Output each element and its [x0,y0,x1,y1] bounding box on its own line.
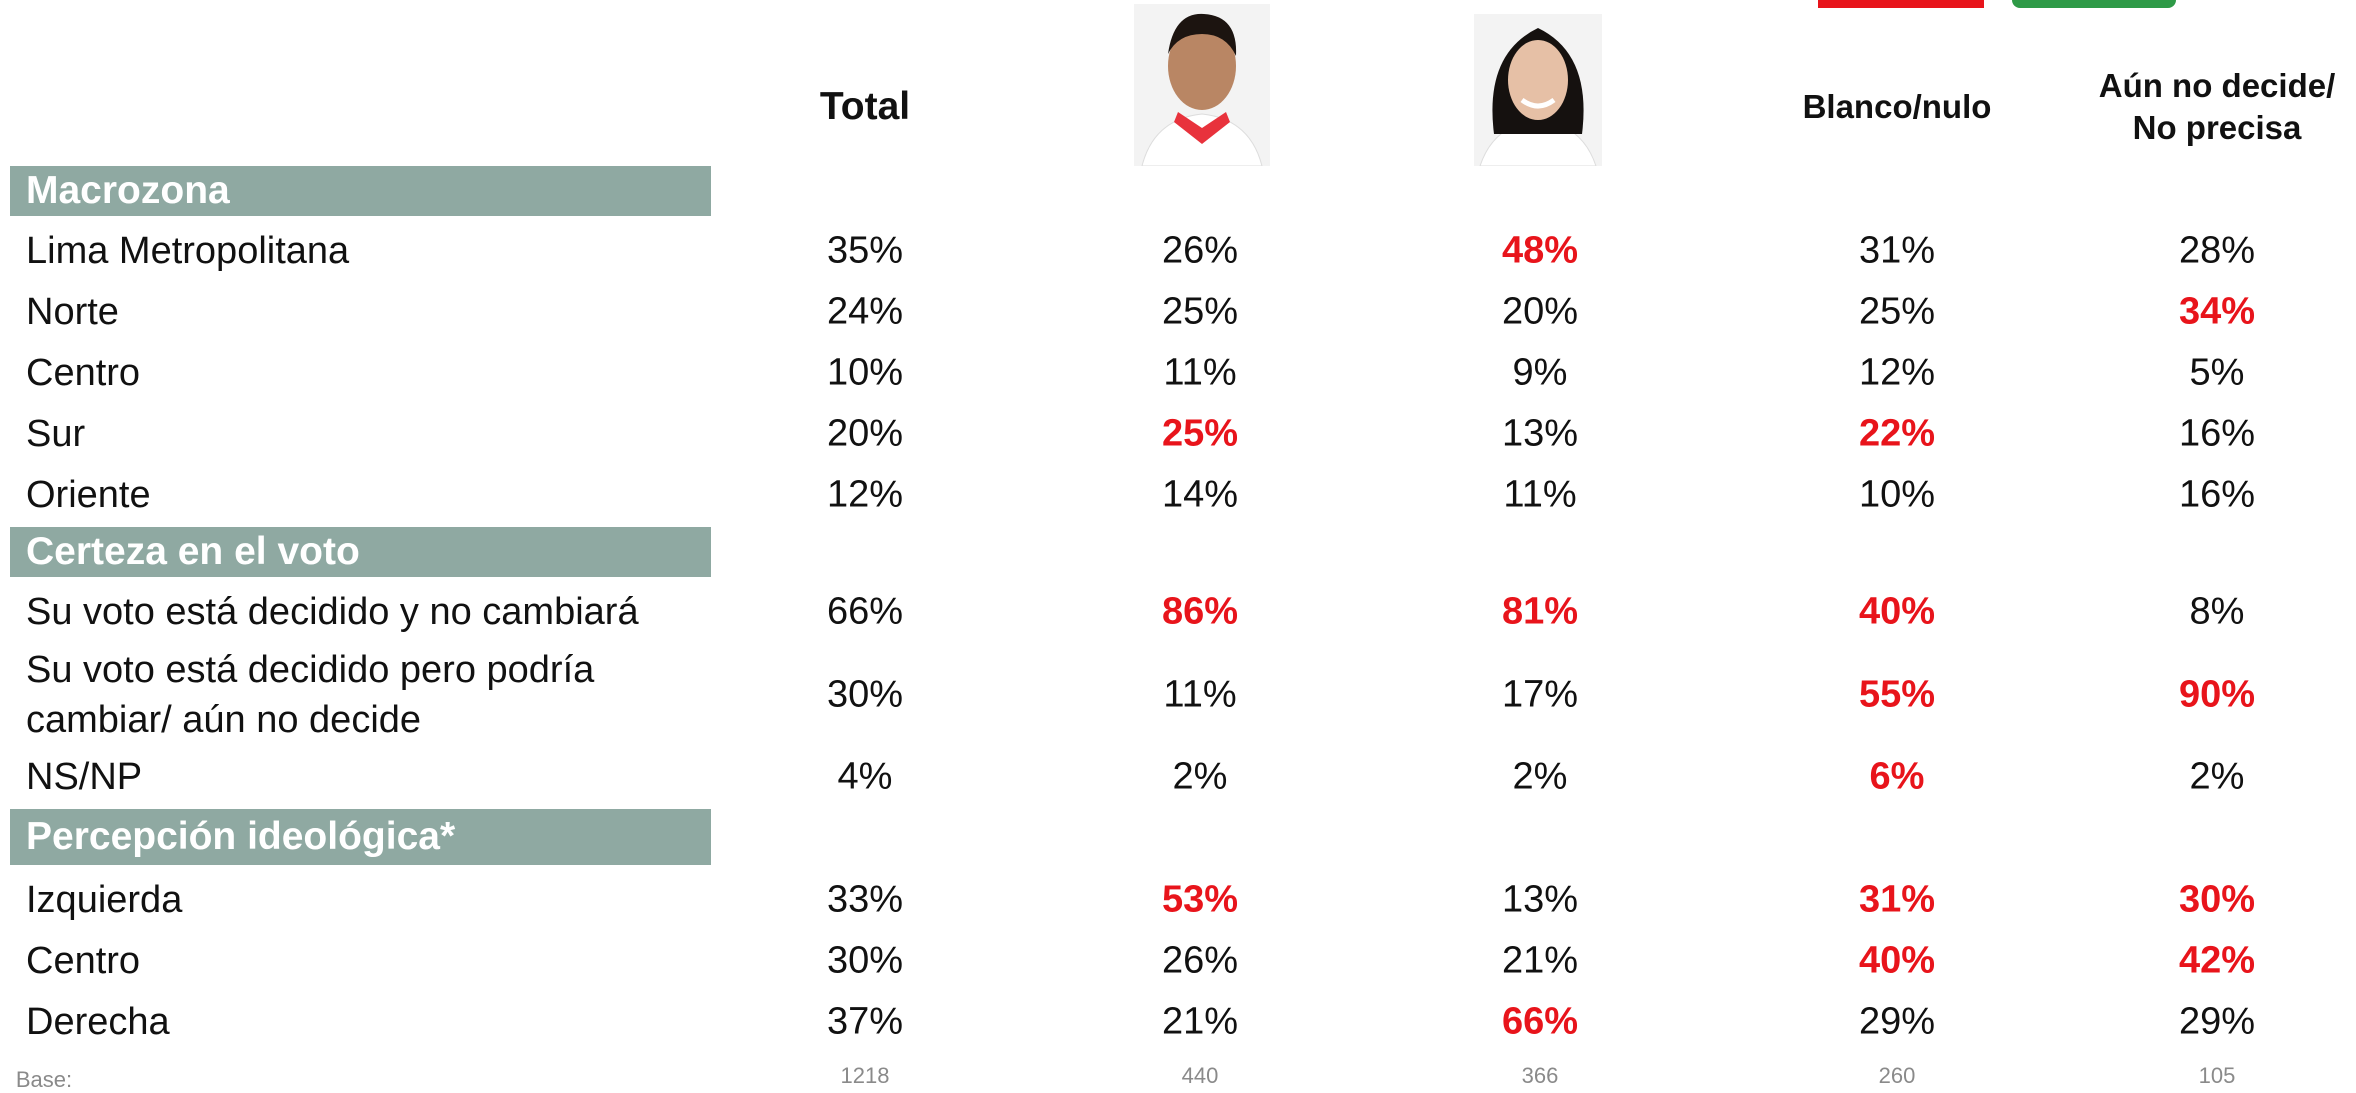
column-header: Aún no decide/ No precisa [2098,67,2336,146]
cell-value: 5% [2189,351,2245,394]
cell-value: 13% [1501,878,1579,921]
cell-value: 30% [2178,878,2256,921]
cell-value: 12% [826,473,904,516]
cell-value: 26% [1161,229,1239,272]
base-value: 260 [1878,1063,1916,1088]
cell-value: 40% [1858,590,1936,633]
base-value: 440 [1181,1063,1219,1088]
row-label: Oriente [26,474,151,516]
section-header: Percepción ideológica* [10,809,711,865]
cell-value: 2% [2189,755,2245,798]
row-label: Centro [26,352,141,394]
cell-value: 31% [1858,878,1936,921]
cell-value: 16% [2178,473,2256,516]
cell-value: 9% [1512,351,1568,394]
cell-value: 17% [1501,673,1579,716]
candidate-photo-2 [1474,14,1602,166]
cell-value: 22% [1858,412,1936,455]
cell-value: 37% [826,1000,904,1043]
cell-value: 25% [1858,290,1936,333]
cell-value: 10% [1858,473,1936,516]
cell-value: 16% [2178,412,2256,455]
cell-value: 10% [826,351,904,394]
row-label: Centro [26,940,141,982]
cell-value: 21% [1501,939,1579,982]
base-value: 105 [2198,1063,2236,1088]
cell-value: 66% [1501,1000,1579,1043]
cell-value: 31% [1858,229,1936,272]
cell-value: 90% [2178,673,2256,716]
cell-value: 14% [1161,473,1239,516]
cell-value: 81% [1501,590,1579,633]
cell-value: 2% [1172,755,1228,798]
cell-value: 11% [1163,673,1237,716]
logo-green [2012,0,2176,8]
column-header: Blanco/nulo [1802,88,1992,125]
base-label: Base: [15,1067,73,1092]
row-label: Su voto está decidido pero podría cambia… [26,649,595,741]
section-header: Certeza en el voto [10,527,711,577]
cell-value: 12% [1858,351,1936,394]
cell-value: 20% [1501,290,1579,333]
cell-value: 33% [826,878,904,921]
row-label: Lima Metropolitana [26,230,350,272]
cell-value: 34% [2178,290,2256,333]
cell-value: 42% [2178,939,2256,982]
cell-value: 29% [2178,1000,2256,1043]
cell-value: 30% [826,939,904,982]
cell-value: 30% [826,673,904,716]
row-label: Sur [26,413,86,455]
cell-value: 25% [1161,412,1239,455]
cell-value: 26% [1161,939,1239,982]
cell-value: 66% [826,590,904,633]
cell-value: 8% [2189,590,2245,633]
cell-value: 11% [1503,473,1577,516]
cell-value: 29% [1858,1000,1936,1043]
cell-value: 25% [1161,290,1239,333]
cell-value: 86% [1161,590,1239,633]
cell-value: 2% [1512,755,1568,798]
column-header: Total [819,85,911,128]
cell-value: 4% [837,755,893,798]
cell-value: 53% [1161,878,1239,921]
logo-red [1818,0,1984,8]
cell-value: 28% [2178,229,2256,272]
cell-value: 40% [1858,939,1936,982]
cell-value: 11% [1163,351,1237,394]
row-label: Izquierda [26,879,183,921]
cell-value: 35% [826,229,904,272]
row-label: Norte [26,291,119,333]
cell-value: 55% [1858,673,1936,716]
row-label: NS/NP [26,756,143,798]
cell-value: 6% [1869,755,1925,798]
cell-value: 48% [1501,229,1579,272]
base-value: 366 [1521,1063,1559,1088]
row-label: Su voto está decidido y no cambiará [26,591,639,633]
base-value: 1218 [840,1063,890,1088]
cell-value: 21% [1161,1000,1239,1043]
section-header: Macrozona [10,166,711,216]
cell-value: 20% [826,412,904,455]
candidate-photo-1 [1134,4,1270,166]
cell-value: 13% [1501,412,1579,455]
cell-value: 24% [826,290,904,333]
row-label: Derecha [26,1001,170,1043]
